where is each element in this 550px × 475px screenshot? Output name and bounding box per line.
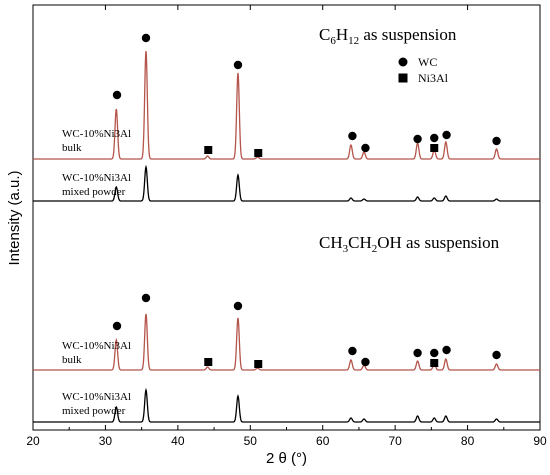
panel-title-1: C6H12 as suspension <box>319 25 457 47</box>
legend-label: WC <box>418 55 437 69</box>
x-tick-label: 30 <box>99 434 113 448</box>
series-label: bulk <box>62 354 82 366</box>
ni3al-peak-marker <box>204 146 213 154</box>
wc-peak-marker <box>112 90 122 100</box>
ni3al-peak-marker <box>254 360 263 368</box>
wc-peak-marker <box>492 136 501 146</box>
wc-peak-marker <box>442 345 451 355</box>
x-axis-title: 2 θ (°) <box>266 450 307 467</box>
wc-peak-marker <box>112 321 122 331</box>
series-label: mixed powder <box>62 186 126 198</box>
x-tick-label: 60 <box>316 434 330 448</box>
wc-peak-marker <box>442 130 451 140</box>
wc-peak-marker <box>492 350 501 360</box>
panel-title-2: CH3CH2OH as suspension <box>319 233 500 255</box>
x-tick-label: 40 <box>171 434 185 448</box>
ni3al-peak-marker <box>430 144 439 152</box>
wc-peak-marker <box>348 131 357 141</box>
series-line-2-2 <box>33 387 540 423</box>
series-label: mixed powder <box>62 405 126 417</box>
ni3al-peak-marker <box>430 359 439 367</box>
wc-peak-marker <box>141 33 151 43</box>
wc-peak-marker <box>361 143 370 153</box>
x-tick-label: 50 <box>244 434 258 448</box>
wc-peak-marker <box>141 293 151 303</box>
plot-frame <box>32 4 541 431</box>
ni3al-peak-marker <box>204 358 213 366</box>
y-axis-title: Intensity (a.u.) <box>6 170 23 265</box>
x-tick-label: 80 <box>461 434 475 448</box>
series-label: WC-10%Ni3Al <box>62 172 131 184</box>
series-label: bulk <box>62 142 82 154</box>
wc-peak-marker <box>233 301 243 311</box>
series-label: WC-10%Ni3Al <box>62 340 131 352</box>
wc-peak-marker <box>361 357 370 367</box>
series-line-1-1 <box>33 50 540 160</box>
legend-label: Ni3Al <box>418 71 449 85</box>
x-tick-label: 90 <box>533 434 547 448</box>
ni3al-peak-marker <box>254 149 263 157</box>
wc-peak-marker <box>430 133 439 143</box>
wc-peak-marker <box>348 346 357 356</box>
series-label: WC-10%Ni3Al <box>62 128 131 140</box>
wc-peak-marker <box>233 60 243 70</box>
wc-peak-marker <box>430 348 439 358</box>
legend-ni3al-icon <box>398 73 408 83</box>
series-label: WC-10%Ni3Al <box>62 391 131 403</box>
series-line-1-2 <box>33 164 540 202</box>
wc-peak-marker <box>413 134 422 144</box>
x-tick-label: 20 <box>26 434 40 448</box>
wc-peak-marker <box>413 348 422 358</box>
series-line-2-1 <box>33 313 540 371</box>
x-tick-label: 70 <box>388 434 402 448</box>
legend-wc-icon <box>398 57 408 67</box>
